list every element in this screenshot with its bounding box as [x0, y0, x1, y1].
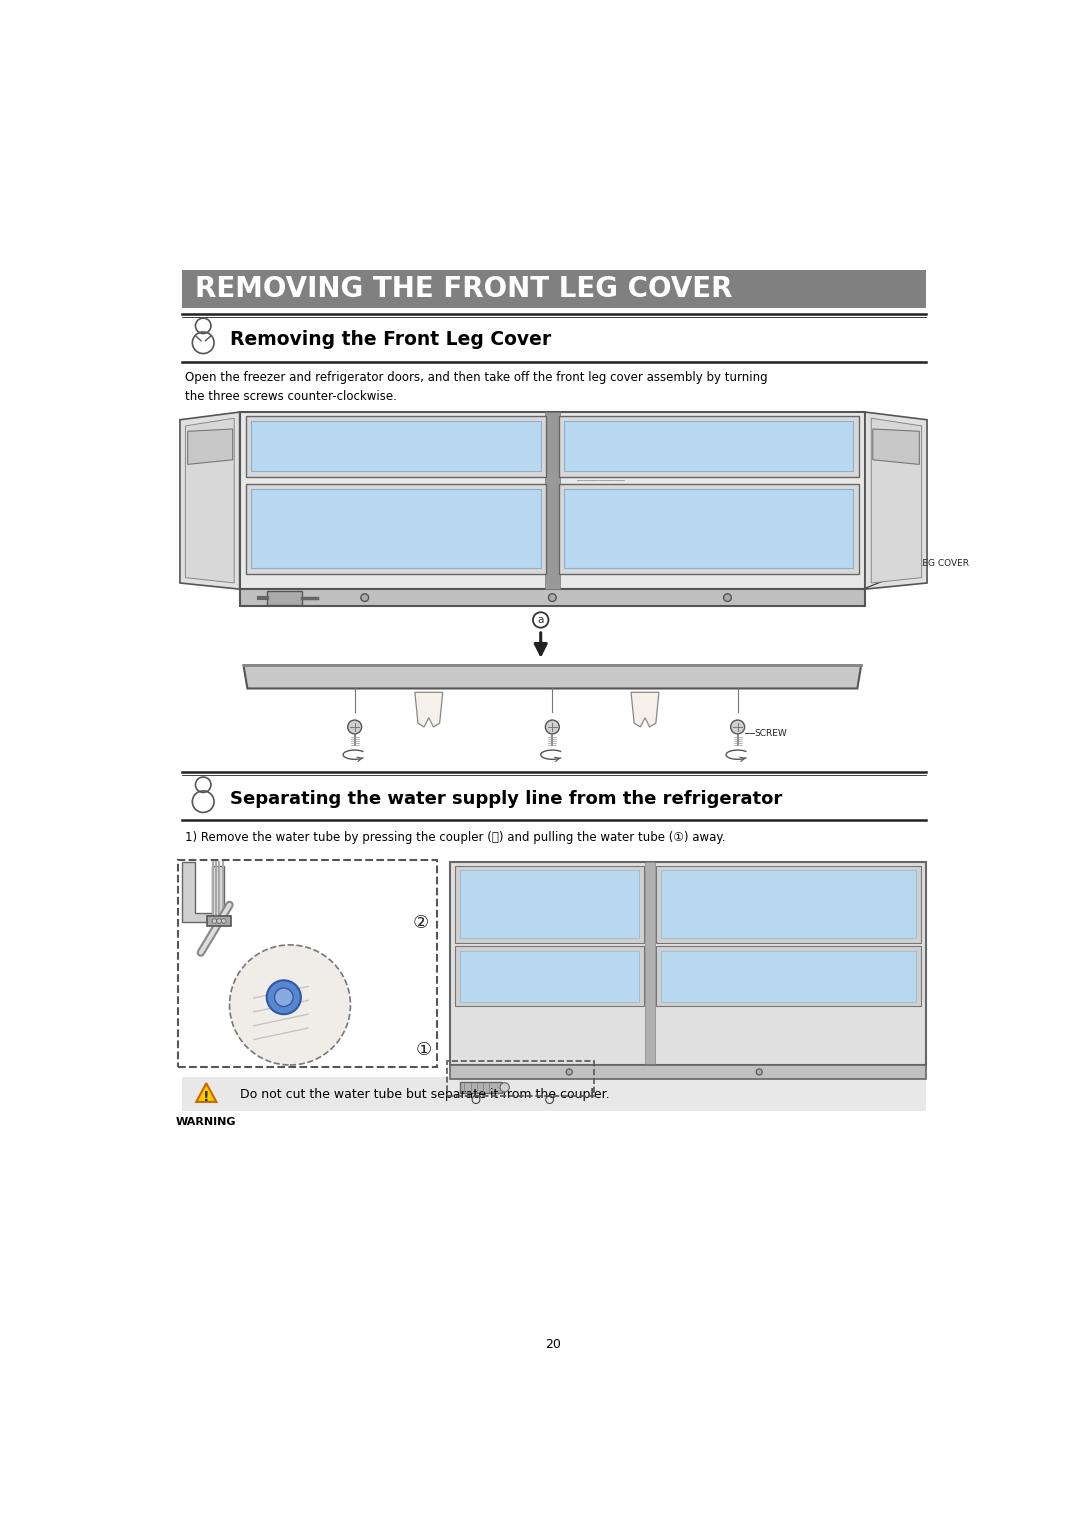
Circle shape [274, 989, 293, 1007]
Text: REMOVING THE FRONT LEG COVER: REMOVING THE FRONT LEG COVER [195, 275, 733, 303]
Circle shape [549, 594, 556, 602]
FancyBboxPatch shape [450, 1065, 926, 1079]
Circle shape [361, 594, 368, 602]
FancyBboxPatch shape [240, 413, 865, 590]
FancyBboxPatch shape [240, 590, 865, 607]
Polygon shape [188, 429, 232, 465]
Circle shape [212, 918, 217, 923]
Circle shape [731, 720, 744, 733]
FancyBboxPatch shape [177, 860, 437, 1067]
Text: WARNING: WARNING [176, 1117, 237, 1128]
FancyBboxPatch shape [212, 866, 225, 921]
Text: 1) Remove the water tube by pressing the coupler (Ⓑ) and pulling the water tube : 1) Remove the water tube by pressing the… [186, 831, 726, 843]
Text: FRONT LEG COVER: FRONT LEG COVER [845, 559, 970, 596]
Polygon shape [873, 429, 919, 465]
Circle shape [724, 594, 731, 602]
Circle shape [221, 918, 226, 923]
Polygon shape [415, 692, 443, 727]
FancyBboxPatch shape [252, 489, 541, 567]
FancyBboxPatch shape [564, 489, 853, 567]
FancyBboxPatch shape [252, 422, 541, 471]
FancyBboxPatch shape [246, 416, 546, 477]
Polygon shape [865, 413, 927, 590]
Polygon shape [181, 862, 220, 921]
Text: Open the freezer and refrigerator doors, and then take off the front leg cover a: Open the freezer and refrigerator doors,… [186, 371, 768, 403]
Text: Removing the Front Leg Cover: Removing the Front Leg Cover [230, 330, 551, 350]
FancyBboxPatch shape [657, 865, 921, 943]
Text: a: a [538, 614, 544, 625]
Text: !: ! [203, 1089, 210, 1103]
Circle shape [756, 1070, 762, 1076]
FancyBboxPatch shape [645, 862, 656, 1065]
FancyBboxPatch shape [661, 950, 916, 1002]
Polygon shape [243, 665, 861, 689]
FancyBboxPatch shape [661, 871, 916, 938]
Circle shape [230, 944, 350, 1065]
FancyBboxPatch shape [455, 865, 644, 943]
Polygon shape [180, 413, 240, 590]
FancyBboxPatch shape [558, 416, 859, 477]
FancyBboxPatch shape [460, 950, 639, 1002]
FancyBboxPatch shape [246, 484, 546, 573]
FancyBboxPatch shape [657, 946, 921, 1007]
FancyBboxPatch shape [450, 862, 926, 1065]
FancyBboxPatch shape [460, 871, 639, 938]
Circle shape [566, 1070, 572, 1076]
Circle shape [267, 981, 301, 1015]
Polygon shape [197, 1083, 216, 1102]
Text: ①: ① [415, 1041, 431, 1059]
Text: SCREW: SCREW [755, 729, 787, 738]
Polygon shape [186, 419, 234, 584]
FancyBboxPatch shape [181, 269, 926, 309]
Text: 20: 20 [545, 1339, 562, 1351]
Text: ②: ② [413, 914, 429, 932]
FancyBboxPatch shape [558, 484, 859, 573]
Circle shape [217, 918, 221, 923]
Circle shape [500, 1083, 510, 1093]
Polygon shape [631, 692, 659, 727]
FancyBboxPatch shape [181, 1077, 926, 1111]
Text: Separating the water supply line from the refrigerator: Separating the water supply line from th… [230, 790, 782, 808]
Circle shape [348, 720, 362, 733]
FancyBboxPatch shape [460, 1082, 502, 1093]
Polygon shape [872, 419, 921, 584]
FancyBboxPatch shape [564, 422, 853, 471]
Text: Do not cut the water tube but separate it from the coupler.: Do not cut the water tube but separate i… [240, 1088, 609, 1100]
Circle shape [545, 720, 559, 733]
FancyBboxPatch shape [207, 915, 231, 926]
Text: ─────────────: ───────────── [576, 480, 624, 484]
FancyBboxPatch shape [267, 591, 301, 605]
FancyBboxPatch shape [544, 413, 561, 590]
FancyBboxPatch shape [455, 946, 644, 1007]
